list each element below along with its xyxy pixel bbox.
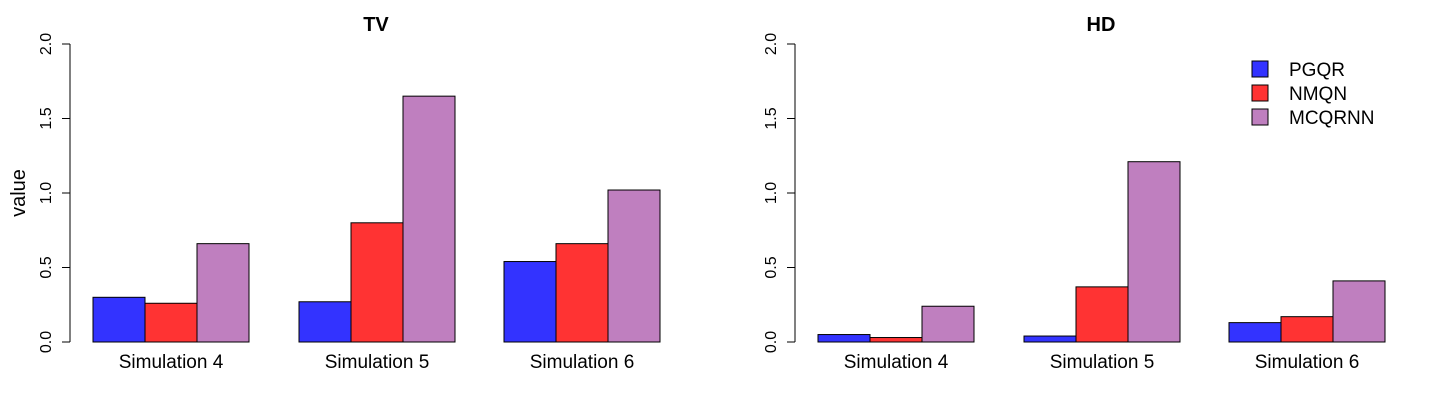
bar-nmqn-simulation-5 (1075, 286, 1129, 343)
y-tick-label: 1.0 (763, 182, 780, 204)
bar-pgqr-simulation-6 (503, 261, 557, 343)
y-tick-label: 1.0 (38, 182, 55, 204)
y-tick-label: 2.0 (763, 33, 780, 55)
legend-swatch-pgqr (1251, 60, 1269, 78)
chart-title: HD (1087, 14, 1116, 36)
bar-pgqr-simulation-5 (1023, 335, 1077, 343)
x-category-label: Simulation 6 (530, 352, 635, 373)
x-category-label: Simulation 4 (844, 352, 949, 373)
bar-nmqn-simulation-5 (350, 222, 404, 343)
y-tick-label: 2.0 (38, 33, 55, 55)
bar-pgqr-simulation-4 (92, 296, 146, 343)
y-tick-label: 1.5 (38, 107, 55, 129)
bar-mcqrnn-simulation-5 (1127, 161, 1181, 343)
y-axis-label: value (8, 169, 30, 217)
y-tick-label: 1.5 (763, 107, 780, 129)
bar-nmqn-simulation-6 (1280, 316, 1334, 343)
legend-label-mcqrnn: MCQRNN (1289, 108, 1375, 129)
legend-label-pgqr: PGQR (1289, 60, 1345, 81)
chart-title: TV (363, 14, 389, 36)
bar-mcqrnn-simulation-6 (607, 189, 661, 343)
x-category-label: Simulation 6 (1255, 352, 1360, 373)
bar-mcqrnn-simulation-4 (921, 305, 975, 343)
bar-pgqr-simulation-6 (1228, 322, 1282, 343)
y-tick-label: 0.5 (38, 256, 55, 278)
bar-pgqr-simulation-4 (817, 334, 871, 343)
chart-panel-hd: HD 0.0 0.5 1.0 1.5 2.0 Simulation 4 Simulation … (763, 14, 1386, 373)
bar-mcqrnn-simulation-6 (1332, 280, 1386, 343)
chart-panel-tv: TV 0.0 0.5 1.0 1.5 2.0 value Simulation 4 Simula… (8, 14, 661, 373)
y-tick-label: 0.0 (763, 331, 780, 353)
bar-nmqn-simulation-4 (869, 337, 923, 343)
x-category-label: Simulation 5 (1050, 352, 1155, 373)
bar-pgqr-simulation-5 (298, 301, 352, 343)
bar-mcqrnn-simulation-5 (402, 95, 456, 343)
y-tick-label: 0.5 (763, 256, 780, 278)
x-category-label: Simulation 5 (325, 352, 430, 373)
legend-swatch-nmqn (1251, 84, 1269, 102)
x-category-label: Simulation 4 (119, 352, 224, 373)
y-tick-label: 0.0 (38, 331, 55, 353)
legend: PGQR NMQN MCQRNN (1251, 60, 1375, 129)
bar-nmqn-simulation-4 (144, 302, 198, 343)
bar-nmqn-simulation-6 (555, 243, 609, 343)
legend-label-nmqn: NMQN (1289, 84, 1347, 105)
legend-swatch-mcqrnn (1251, 108, 1269, 126)
bar-mcqrnn-simulation-4 (196, 243, 250, 343)
